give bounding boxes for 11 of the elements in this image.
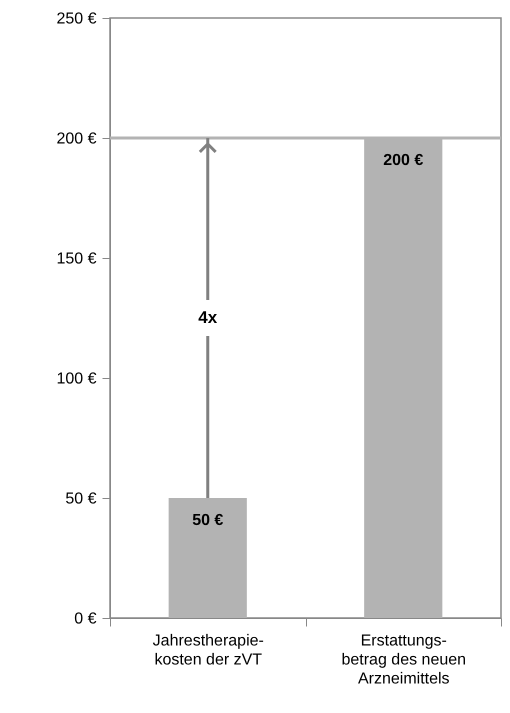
y-tick-label: 0 € <box>74 610 97 628</box>
x-tick-label: Erstattungs- betrag des neuen Arzneimittels <box>341 632 466 688</box>
x-tick-label: Jahrestherapie- kosten der zVT <box>152 632 264 668</box>
y-tick-label: 100 € <box>56 370 97 388</box>
annotation: 4x <box>198 308 218 327</box>
y-tick-label: 250 € <box>56 10 97 28</box>
y-tick-label: 200 € <box>56 130 97 148</box>
data-label: 50 € <box>192 512 224 529</box>
y-tick-label: 50 € <box>65 490 97 508</box>
data-label: 200 € <box>383 152 424 169</box>
y-tick-label: 150 € <box>56 250 97 268</box>
